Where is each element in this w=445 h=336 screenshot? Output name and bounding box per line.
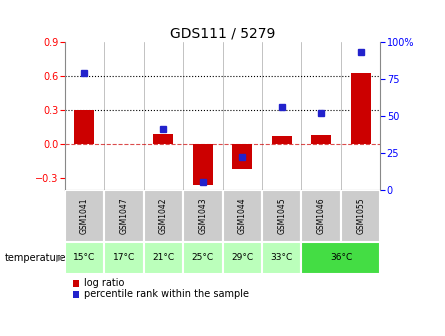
- Bar: [65, 242, 104, 274]
- Text: 25°C: 25°C: [192, 253, 214, 262]
- Bar: [154, 134, 173, 144]
- Text: GSM1045: GSM1045: [277, 198, 286, 234]
- Bar: [262, 190, 302, 242]
- Bar: [302, 190, 341, 242]
- Bar: [104, 190, 143, 242]
- Bar: [143, 190, 183, 242]
- Bar: [232, 144, 252, 169]
- Text: percentile rank within the sample: percentile rank within the sample: [84, 289, 249, 299]
- Bar: [341, 190, 380, 242]
- Bar: [272, 136, 291, 144]
- Bar: [222, 242, 262, 274]
- Bar: [65, 190, 104, 242]
- Text: log ratio: log ratio: [84, 278, 124, 288]
- Bar: [183, 242, 222, 274]
- Text: GSM1041: GSM1041: [80, 198, 89, 234]
- Bar: [302, 242, 380, 274]
- Text: 17°C: 17°C: [113, 253, 135, 262]
- Bar: [183, 190, 222, 242]
- Text: 29°C: 29°C: [231, 253, 253, 262]
- Text: ▶: ▶: [57, 253, 64, 263]
- Text: GSM1044: GSM1044: [238, 198, 247, 234]
- Bar: [312, 135, 331, 144]
- Text: 21°C: 21°C: [152, 253, 174, 262]
- Bar: [262, 242, 302, 274]
- Text: GSM1042: GSM1042: [159, 198, 168, 234]
- Bar: [104, 242, 143, 274]
- Text: temperature: temperature: [4, 253, 66, 263]
- Bar: [222, 190, 262, 242]
- Text: 15°C: 15°C: [73, 253, 95, 262]
- Text: 36°C: 36°C: [330, 253, 352, 262]
- Text: 33°C: 33°C: [271, 253, 293, 262]
- Title: GDS111 / 5279: GDS111 / 5279: [170, 27, 275, 41]
- Text: GSM1046: GSM1046: [317, 198, 326, 234]
- Bar: [351, 73, 371, 144]
- Text: GSM1043: GSM1043: [198, 198, 207, 234]
- Bar: [143, 242, 183, 274]
- Text: GSM1055: GSM1055: [356, 198, 365, 234]
- Bar: [74, 110, 94, 144]
- Text: GSM1047: GSM1047: [119, 198, 128, 234]
- Bar: [193, 144, 213, 185]
